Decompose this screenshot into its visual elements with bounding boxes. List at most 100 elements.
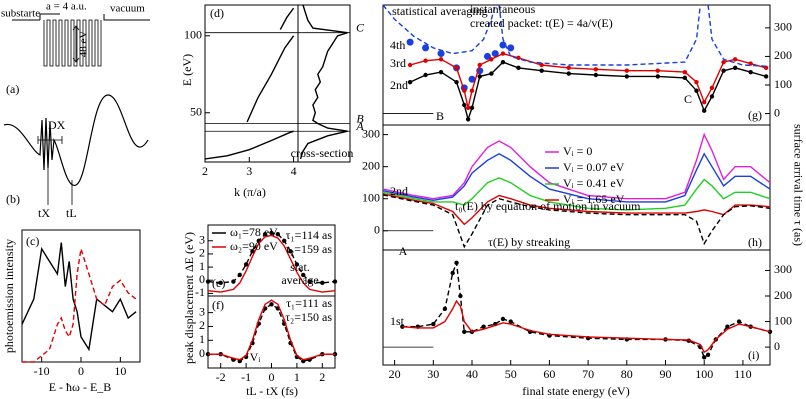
annotation: τ₂=150 as <box>285 310 332 324</box>
data-line <box>204 130 294 160</box>
data-line <box>207 234 336 293</box>
y-tick-label: 100 <box>774 313 792 327</box>
legend-label: ω₂=90 eV <box>230 239 278 253</box>
y-axis-label: surface arrival time τ (as) <box>791 124 805 246</box>
data-line <box>382 4 496 55</box>
y-tick-label: 1 <box>199 259 205 273</box>
legend-label: Vᵢ = 1.65 eV <box>563 192 625 206</box>
y-tick-label: 300 <box>774 20 792 34</box>
y-tick-label: 0 <box>774 105 780 119</box>
y-tick-label: -1 <box>195 285 205 299</box>
annotation: A <box>399 244 408 258</box>
data-point <box>483 52 491 60</box>
data-point <box>468 75 476 83</box>
y-tick-label: 3 <box>199 304 205 318</box>
data-line <box>207 232 336 284</box>
y-tick-label: 300 <box>362 126 380 140</box>
data-point <box>406 38 414 46</box>
data-point <box>763 74 769 79</box>
x-axis-label: final state energy (eV) <box>522 384 629 398</box>
plot-frame <box>382 249 771 366</box>
x-tick-label: -1 <box>241 370 251 384</box>
y-tick-label: 200 <box>774 48 792 62</box>
plot-frame <box>204 4 299 163</box>
data-line <box>498 4 771 68</box>
data-point <box>491 50 499 58</box>
x-tick-label: 40 <box>466 367 478 381</box>
y-tick-label: 300 <box>774 262 792 276</box>
tx-label: tX <box>38 206 50 220</box>
series-label: 3rd <box>390 56 406 70</box>
annotation: t₀(E) by equation of motion in vacuum <box>455 199 641 213</box>
y-tick-label: 100 <box>774 77 792 91</box>
legend-label: Vᵢ = 0 <box>563 144 592 158</box>
x-tick-label: 60 <box>543 367 555 381</box>
panel-label: (c) <box>26 234 39 248</box>
legend-label: Vᵢ = 0.41 eV <box>563 176 625 190</box>
tl-label: tL <box>66 206 77 220</box>
y-tick-label: 0 <box>374 223 380 237</box>
data-line <box>382 152 771 203</box>
data-line <box>22 248 137 363</box>
data-line <box>382 177 771 211</box>
y-tick-label: 0 <box>774 339 780 353</box>
width-label: DX <box>48 118 66 132</box>
panel-label: (d) <box>210 6 224 20</box>
annotation: C <box>684 92 692 106</box>
vacuum-label: vacuum <box>110 3 145 15</box>
annotation: 2nd <box>390 184 408 198</box>
data-line <box>382 193 771 226</box>
x-tick-label: 100 <box>695 367 713 381</box>
data-point <box>462 329 467 334</box>
spacing-label: a = 4 a.u. <box>46 1 87 13</box>
reference-label: B <box>356 111 364 125</box>
x-axis-label: k (π/a) <box>234 185 266 199</box>
annotation: B <box>436 109 444 123</box>
panel-label: (e) <box>212 276 225 290</box>
y-tick-label: 50 <box>190 104 202 118</box>
substrate-label: substarte <box>1 8 40 20</box>
y-tick-label: 200 <box>362 158 380 172</box>
data-point <box>400 324 405 329</box>
x-tick-label: 4 <box>291 164 297 178</box>
data-point <box>437 50 445 58</box>
data-point <box>507 44 515 52</box>
y-tick-label: 2 <box>199 246 205 260</box>
data-point <box>422 44 430 52</box>
data-line <box>208 299 335 361</box>
annotation: statistical averaging <box>392 4 488 18</box>
panel-label: (b) <box>6 192 20 206</box>
series-label: 2nd <box>390 78 408 92</box>
x-tick-label: 20 <box>389 367 401 381</box>
annotation: average <box>281 273 318 287</box>
x-tick-label: 3 <box>246 164 252 178</box>
x-tick-label: 50 <box>505 367 517 381</box>
annotation: τ₂=159 as <box>285 242 332 256</box>
x-tick-label: 80 <box>621 367 633 381</box>
legend-label: ω₁=78 eV <box>230 225 278 239</box>
data-line <box>382 132 771 200</box>
data-line <box>246 35 295 123</box>
y-tick-label: 100 <box>362 190 380 204</box>
data-line <box>382 194 771 249</box>
y-axis-label: E (eV) <box>180 54 194 86</box>
y-axis-label: photoemission intensity <box>2 239 16 353</box>
x-tick-label: 90 <box>660 367 672 381</box>
x-tick-label: 110 <box>734 367 752 381</box>
annotation: 1st <box>390 314 405 328</box>
panel-label: (a) <box>6 82 19 96</box>
x-tick-label: 10 <box>114 364 126 378</box>
x-tick-label: 1 <box>294 370 300 384</box>
y-tick-label: 100 <box>184 28 202 42</box>
x-tick-label: 2 <box>202 164 208 178</box>
series-label: 4th <box>390 38 405 52</box>
schematic-b: DX tX tL (b) <box>3 94 149 220</box>
reference-label: C <box>356 20 365 34</box>
schematic-a: a = 4 a.u. substarte vacuum 48 eV (a) <box>1 1 150 96</box>
legend-label: Vᵢ = 0.07 eV <box>563 160 625 174</box>
annotation: τ(E) by streaking <box>488 235 570 249</box>
y-tick-label: 1 <box>199 332 205 346</box>
x-tick-label: 70 <box>582 367 594 381</box>
x-tick-label: -2 <box>216 370 226 384</box>
